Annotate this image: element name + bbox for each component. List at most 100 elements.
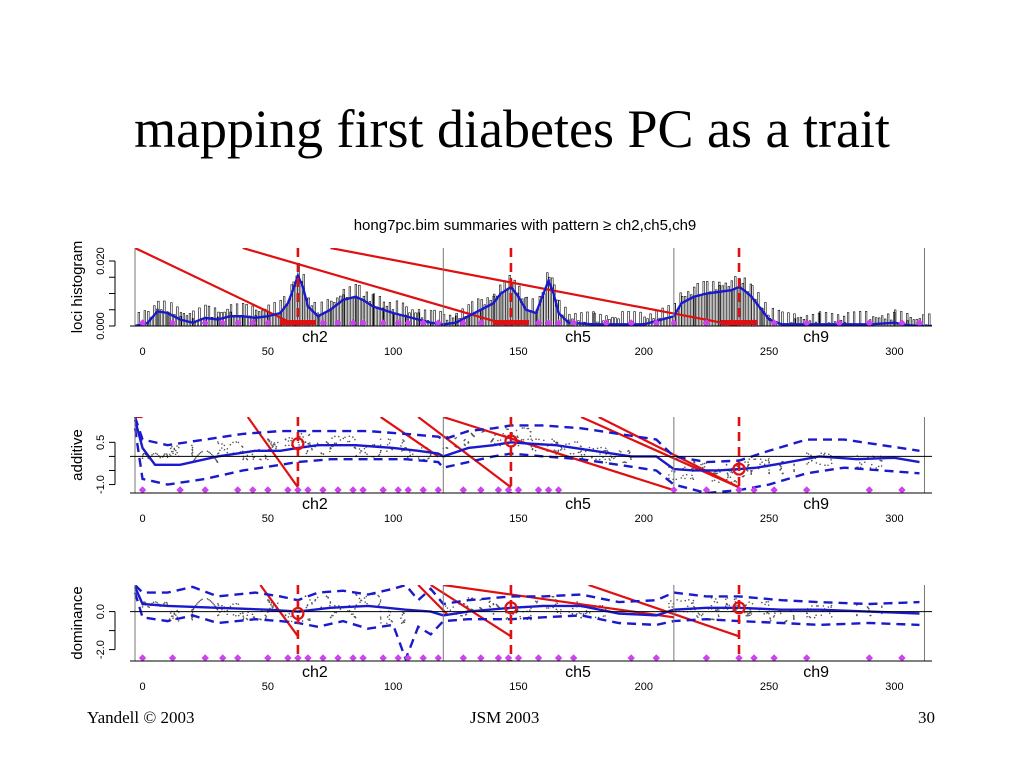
sample-point <box>206 598 209 600</box>
sample-point <box>308 618 311 620</box>
sample-point <box>217 442 220 445</box>
sample-point <box>151 454 153 456</box>
sample-point <box>339 608 342 611</box>
x-tick-label: 150 <box>509 513 527 525</box>
sample-point <box>717 615 720 618</box>
sample-point <box>464 614 467 616</box>
sample-point <box>809 616 812 619</box>
sample-point <box>366 602 368 605</box>
histogram-bar <box>513 279 516 326</box>
sample-point <box>388 618 391 621</box>
sample-point <box>166 454 169 457</box>
sample-point <box>446 607 449 609</box>
sample-point <box>164 453 166 455</box>
sample-point <box>165 601 168 604</box>
sample-point <box>402 620 405 622</box>
sample-point <box>556 442 559 445</box>
sample-point <box>745 604 747 606</box>
histogram-bar <box>528 310 531 326</box>
histogram-bar <box>310 305 313 326</box>
sample-point <box>630 458 632 461</box>
sample-point <box>246 454 249 457</box>
sample-point <box>815 614 817 617</box>
histogram-bar <box>378 296 382 326</box>
genetic-marker <box>514 486 523 494</box>
sample-point <box>569 452 572 455</box>
sample-point <box>754 458 757 460</box>
sample-point <box>329 604 331 607</box>
sample-point <box>598 458 601 461</box>
sample-point <box>354 438 356 441</box>
sample-point <box>505 618 508 620</box>
panel-2: -1.0 0.5 additive ch2 ch5 ch9 0 50 100 150 200 250 3… <box>69 417 932 525</box>
sample-point <box>334 604 336 607</box>
y-tick-label: 0.0 <box>95 604 107 619</box>
histogram-bar <box>551 277 554 326</box>
chromosome-label: ch9 <box>803 329 829 346</box>
sample-point <box>223 448 226 451</box>
sample-point <box>352 613 354 615</box>
sample-point <box>499 439 502 441</box>
sample-point <box>746 613 749 615</box>
pattern-line <box>242 248 512 326</box>
sample-point <box>226 613 229 616</box>
y-tick-label: -1.0 <box>95 475 107 494</box>
sample-point <box>830 615 833 618</box>
sample-point <box>684 477 686 480</box>
sample-point <box>557 449 560 452</box>
sample-point <box>325 441 328 444</box>
sample-point <box>713 600 716 603</box>
sample-point <box>217 614 220 616</box>
sample-point <box>388 442 391 444</box>
sample-point <box>602 456 604 459</box>
sample-point <box>197 601 199 604</box>
sample-point <box>553 449 556 452</box>
x-tick-label: 50 <box>262 513 274 525</box>
histogram-bar <box>342 289 345 326</box>
x-tick-label: 300 <box>885 346 903 358</box>
y-axis-label: loci histogram <box>69 241 86 334</box>
sample-point <box>300 433 303 435</box>
sample-point <box>692 599 695 602</box>
histogram-bar <box>345 297 348 326</box>
sample-point <box>560 608 562 611</box>
sample-point <box>298 444 300 446</box>
sample-point <box>608 458 610 460</box>
histogram-bar <box>754 298 757 326</box>
sample-point <box>197 454 199 456</box>
sample-point <box>330 616 332 619</box>
histogram-bar <box>718 281 721 326</box>
sample-point <box>176 451 179 454</box>
sample-point <box>364 601 367 603</box>
histogram-bar <box>928 313 931 326</box>
sample-point <box>400 450 403 452</box>
sample-point <box>320 452 323 455</box>
sample-point <box>270 603 272 606</box>
genetic-marker <box>735 654 743 662</box>
sample-point <box>817 605 819 607</box>
genetic-marker <box>334 319 342 327</box>
qtl-estimate-circle <box>504 434 518 448</box>
sample-point <box>520 438 523 441</box>
sample-point <box>169 612 172 614</box>
sample-point <box>291 437 293 440</box>
genetic-marker <box>138 654 147 662</box>
sample-point <box>856 614 858 617</box>
genetic-marker <box>201 486 209 494</box>
sample-point <box>769 619 772 622</box>
genetic-marker <box>898 654 906 662</box>
sample-point <box>604 458 606 461</box>
sample-point <box>551 595 554 598</box>
estimate-line <box>133 586 920 617</box>
sample-point <box>344 436 346 439</box>
sample-point <box>571 612 574 615</box>
sample-point <box>823 453 825 456</box>
panel-data <box>133 417 920 493</box>
sample-point <box>177 620 180 622</box>
genetic-marker <box>459 654 468 662</box>
chromosome-label: ch2 <box>302 664 328 681</box>
sample-point <box>596 447 599 450</box>
sample-point <box>378 453 381 456</box>
sample-point <box>557 450 559 453</box>
sample-point <box>191 609 194 611</box>
